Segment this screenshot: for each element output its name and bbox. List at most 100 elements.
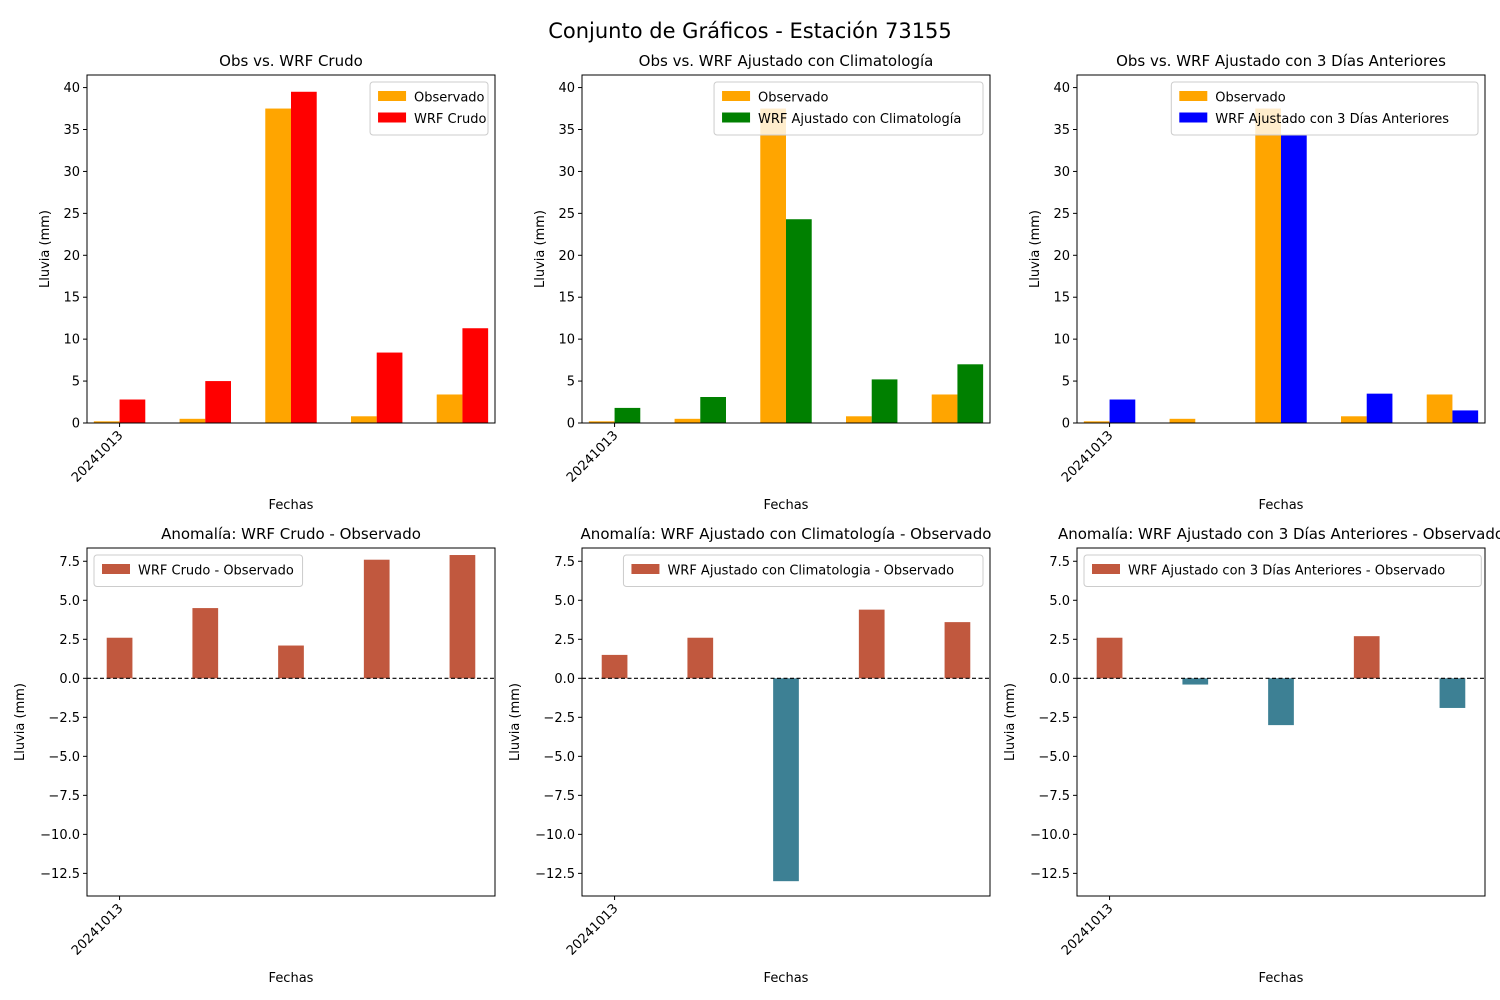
bar-1-4 xyxy=(1353,636,1380,679)
y-tick-label: 5 xyxy=(1062,375,1070,390)
bar-2-1 xyxy=(119,399,146,423)
legend-label: Observado xyxy=(1215,91,1286,106)
y-tick-label: −10.0 xyxy=(535,828,575,843)
bar-1-2 xyxy=(687,637,714,679)
axes-frame xyxy=(86,547,496,897)
bar-1-4 xyxy=(858,609,885,679)
legend: Observado WRF Ajustado con 3 Días Anterio… xyxy=(1170,81,1479,136)
axes-frame xyxy=(86,74,496,424)
panels-group: Obs vs. WRF Crudo 0 5 10 15 20 25 30 35 40 2024101… xyxy=(13,52,1500,986)
legend: WRF Crudo - Observado xyxy=(93,554,304,587)
y-tick-label: 25 xyxy=(558,207,575,222)
y-tick-label: 2.5 xyxy=(59,633,80,648)
y-tick-label: 0 xyxy=(1062,417,1070,432)
chart-title: Obs vs. WRF Ajustado con Climatología xyxy=(639,52,934,70)
y-tick-label: 5 xyxy=(567,375,575,390)
bar-1-4 xyxy=(351,416,377,423)
y-tick-label: 5.0 xyxy=(554,594,575,609)
bar-2-5 xyxy=(957,364,984,423)
bar-1-5 xyxy=(449,555,476,679)
bar-1-5 xyxy=(931,394,958,423)
y-tick-label: −2.5 xyxy=(48,711,80,726)
chart-panel-6: Anomalía: WRF Ajustado con 3 Días Anteri… xyxy=(1003,525,1500,986)
y-tick-label: 0 xyxy=(567,417,575,432)
y-tick-label: 10 xyxy=(1053,333,1070,348)
y-tick-label: −7.5 xyxy=(48,789,80,804)
x-tick-label: 20241013 xyxy=(69,428,126,485)
y-tick-label: −7.5 xyxy=(1038,789,1070,804)
x-axis-label: Fechas xyxy=(1259,971,1304,986)
legend-label: Observado xyxy=(414,91,485,106)
y-tick-label: 0.0 xyxy=(59,672,80,687)
y-axis-label: Lluvia (mm) xyxy=(38,210,53,288)
bar-1-1 xyxy=(1083,421,1110,423)
y-tick-label: 10 xyxy=(63,333,80,348)
y-tick-label: 0.0 xyxy=(554,672,575,687)
y-axis-label: Lluvia (mm) xyxy=(13,683,28,761)
y-tick-label: 35 xyxy=(63,123,80,138)
y-tick-label: 7.5 xyxy=(1049,555,1070,570)
y-tick-label: −12.5 xyxy=(1030,867,1070,882)
y-tick-label: −7.5 xyxy=(543,789,575,804)
y-tick-label: 0 xyxy=(72,417,80,432)
bar-2-1 xyxy=(1109,399,1136,423)
chart-title: Anomalía: WRF Crudo - Observado xyxy=(161,525,421,543)
axes-frame xyxy=(1076,547,1486,897)
y-tick-label: −10.0 xyxy=(1030,828,1070,843)
bar-1-5 xyxy=(1426,394,1453,423)
y-tick-label: 5.0 xyxy=(1049,594,1070,609)
y-axis-label: Lluvia (mm) xyxy=(508,683,523,761)
figure-title: Conjunto de Gráficos - Estación 73155 xyxy=(548,19,952,43)
legend-swatch xyxy=(722,91,751,101)
legend-swatch xyxy=(631,564,660,574)
y-tick-label: 0.0 xyxy=(1049,672,1070,687)
y-axis-label: Lluvia (mm) xyxy=(1028,210,1043,288)
legend-swatch xyxy=(1179,112,1208,123)
chart-title: Obs vs. WRF Ajustado con 3 Días Anterior… xyxy=(1116,52,1446,70)
bar-1-4 xyxy=(363,559,390,679)
legend-swatch xyxy=(1179,91,1208,101)
bar-1-3 xyxy=(265,108,291,423)
bar-1-4 xyxy=(1341,416,1367,423)
bar-1-2 xyxy=(674,418,701,423)
chart-panel-3: Obs vs. WRF Ajustado con 3 Días Anterior… xyxy=(1028,52,1486,513)
y-tick-label: −5.0 xyxy=(48,750,80,765)
x-tick-label: 20241013 xyxy=(1059,428,1116,485)
legend-label: WRF Ajustado con Climatología xyxy=(758,112,961,127)
x-axis-label: Fechas xyxy=(269,498,314,513)
y-tick-label: 40 xyxy=(1053,81,1070,96)
x-tick-label: 20241013 xyxy=(1059,901,1116,958)
y-tick-label: −2.5 xyxy=(1038,711,1070,726)
bar-2-3 xyxy=(1281,135,1307,423)
y-tick-label: 10 xyxy=(558,333,575,348)
bar-1-5 xyxy=(1439,678,1466,708)
bar-1-5 xyxy=(944,622,971,679)
legend-label: WRF Crudo xyxy=(414,112,486,127)
y-tick-label: 15 xyxy=(558,291,575,306)
legend: WRF Ajustado con Climatologia - Observad… xyxy=(622,554,984,587)
bar-2-1 xyxy=(614,407,641,423)
legend-box xyxy=(1170,81,1479,136)
y-tick-label: −5.0 xyxy=(543,750,575,765)
y-tick-label: 25 xyxy=(1053,207,1070,222)
x-axis-label: Fechas xyxy=(269,971,314,986)
bar-1-1 xyxy=(106,637,133,679)
y-tick-label: 30 xyxy=(63,165,80,180)
legend-box xyxy=(713,81,984,136)
bar-1-4 xyxy=(846,416,872,423)
chart-panel-4: Anomalía: WRF Crudo - Observado −12.5 −10.… xyxy=(13,525,496,986)
y-tick-label: 7.5 xyxy=(59,555,80,570)
legend: Observado WRF Crudo xyxy=(369,81,489,136)
bar-2-2 xyxy=(205,381,231,423)
y-tick-label: 5 xyxy=(72,375,80,390)
bar-1-3 xyxy=(773,678,799,882)
y-tick-label: 30 xyxy=(1053,165,1070,180)
bar-1-2 xyxy=(1169,418,1196,423)
legend-swatch xyxy=(378,91,407,101)
bar-1-3 xyxy=(760,108,786,423)
y-tick-label: 25 xyxy=(63,207,80,222)
y-tick-label: −12.5 xyxy=(40,867,80,882)
bar-2-5 xyxy=(1452,410,1479,423)
legend-label: WRF Ajustado con Climatologia - Observad… xyxy=(667,564,954,579)
chart-title: Obs vs. WRF Crudo xyxy=(219,52,363,70)
